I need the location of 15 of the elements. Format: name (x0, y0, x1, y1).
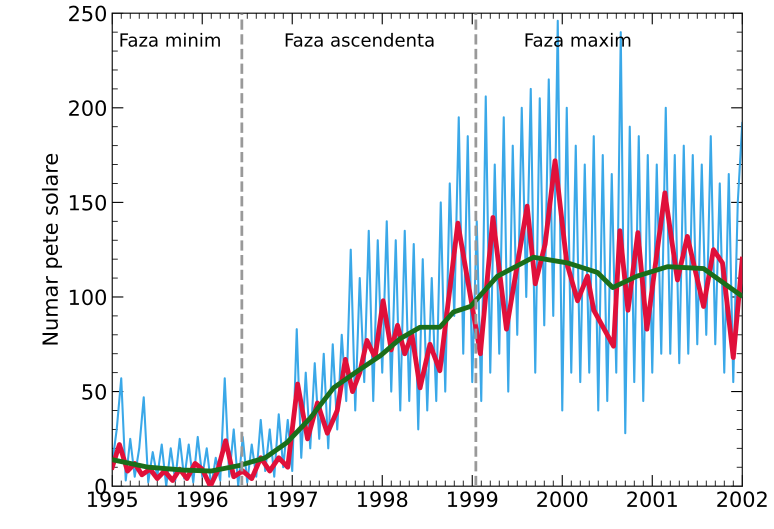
y-axis-title: Numar pete solare (42, 154, 62, 345)
x-tick-label: 2000 (537, 491, 588, 508)
annotation: Faza ascendenta (286, 32, 434, 47)
x-tick-label: 1999 (448, 491, 498, 508)
x-tick-label: 1997 (268, 491, 317, 508)
y-tick-label: 250 (69, 6, 106, 22)
annotation: Faza minim (120, 32, 220, 47)
x-tick-label: 1998 (358, 491, 408, 508)
x-tick-label: 2002 (717, 491, 767, 508)
x-tick-label: 1996 (178, 491, 228, 508)
x-tick-label: 2001 (627, 491, 677, 508)
y-tick-label: 200 (69, 100, 106, 116)
y-tick-label: 100 (70, 289, 106, 306)
y-tick-label: 150 (70, 194, 106, 211)
y-tick-label: 50 (82, 384, 106, 400)
